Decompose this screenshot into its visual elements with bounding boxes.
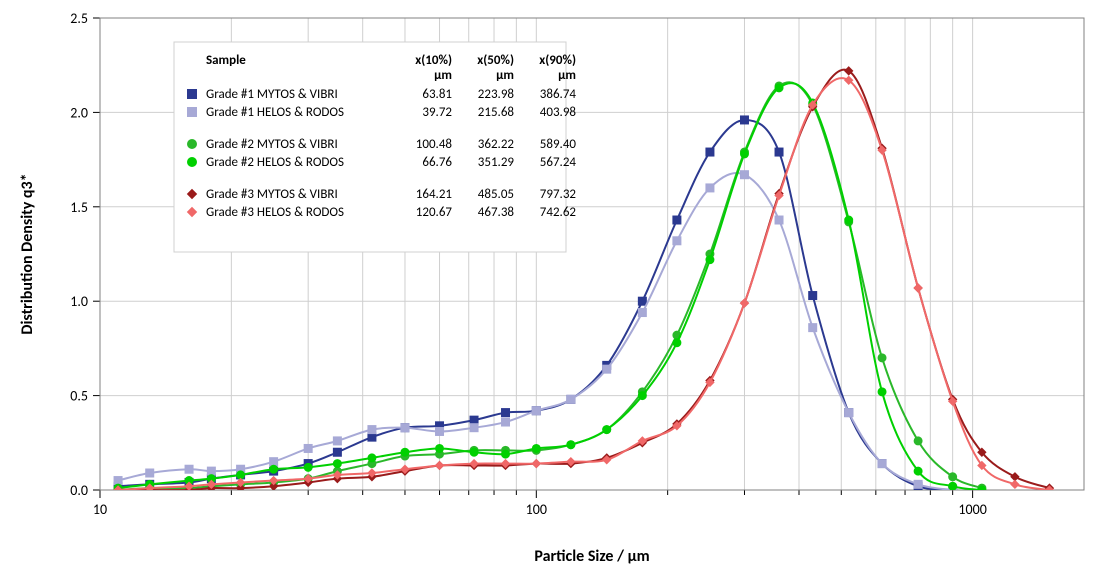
svg-text:386.74: 386.74 [540,87,577,102]
svg-text:Grade #3 MYTOS & VIBRI: Grade #3 MYTOS & VIBRI [206,187,338,202]
svg-text:Grade #1 MYTOS & VIBRI: Grade #1 MYTOS & VIBRI [206,87,338,102]
svg-text:100.48: 100.48 [416,137,453,152]
svg-text:x(90%): x(90%) [539,53,576,68]
svg-text:1.0: 1.0 [70,293,88,310]
svg-text:215.68: 215.68 [478,105,515,120]
svg-text:1.5: 1.5 [70,199,88,216]
svg-text:39.72: 39.72 [422,105,452,120]
svg-text:797.32: 797.32 [540,187,577,202]
svg-text:2.5: 2.5 [70,10,88,27]
svg-text:66.76: 66.76 [422,155,452,170]
svg-text:1000: 1000 [958,501,986,518]
svg-text:351.29: 351.29 [478,155,515,170]
svg-text:742.62: 742.62 [540,205,577,220]
chart-container: 0.0 0.5 1.0 1.5 2.0 2.5 10 100 1000 Particle Size… [0,0,1100,579]
svg-text:485.05: 485.05 [478,187,514,202]
svg-text:Distribution Density q3*: Distribution Density q3* [18,173,37,334]
svg-text:467.38: 467.38 [478,205,515,220]
svg-text:403.98: 403.98 [540,105,577,120]
svg-text:63.81: 63.81 [422,87,452,102]
legend: Samplex(10%)µmx(50%)µmx(90%)µmGrade #1 M… [174,42,576,252]
distribution-chart: 0.0 0.5 1.0 1.5 2.0 2.5 10 100 1000 Particle Size… [0,0,1100,579]
svg-text:µm: µm [434,68,452,83]
svg-text:Grade #2 HELOS & RODOS: Grade #2 HELOS & RODOS [206,155,344,170]
svg-text:100: 100 [526,501,547,518]
svg-text:567.24: 567.24 [540,155,577,170]
svg-text:362.22: 362.22 [478,137,515,152]
svg-text:223.98: 223.98 [478,87,515,102]
svg-text:120.67: 120.67 [416,205,453,220]
svg-text:Sample: Sample [206,53,246,68]
svg-text:0.5: 0.5 [70,388,88,405]
svg-text:Grade #1 HELOS & RODOS: Grade #1 HELOS & RODOS [206,105,344,120]
svg-text:Grade #2 MYTOS & VIBRI: Grade #2 MYTOS & VIBRI [206,137,338,152]
svg-text:164.21: 164.21 [416,187,452,202]
svg-text:µm: µm [496,68,514,83]
svg-text:589.40: 589.40 [540,137,577,152]
svg-text:x(10%): x(10%) [415,53,452,68]
svg-text:Particle Size / µm: Particle Size / µm [534,547,649,566]
svg-text:10: 10 [93,501,107,518]
svg-text:x(50%): x(50%) [477,53,514,68]
svg-text:Grade #3 HELOS & RODOS: Grade #3 HELOS & RODOS [206,205,344,220]
svg-text:0.0: 0.0 [70,482,88,499]
svg-text:µm: µm [558,68,576,83]
svg-text:2.0: 2.0 [70,104,88,121]
